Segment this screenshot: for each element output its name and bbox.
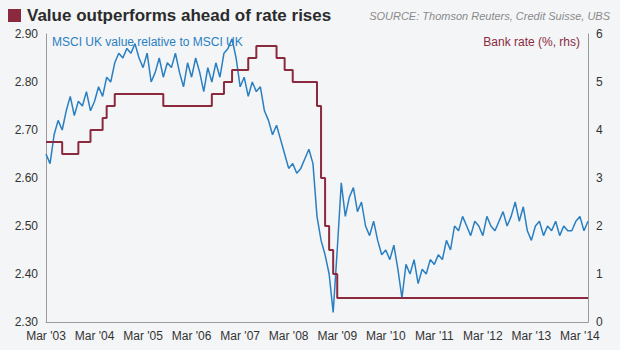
svg-text:SOURCE: Thomson Reuters, Credi: SOURCE: Thomson Reuters, Credit Suisse, …: [369, 10, 611, 22]
svg-text:Mar '05: Mar '05: [123, 329, 163, 343]
svg-text:Mar '12: Mar '12: [463, 329, 503, 343]
svg-text:Mar '14: Mar '14: [560, 329, 600, 343]
svg-text:2.50: 2.50: [15, 219, 39, 233]
svg-text:Mar '09: Mar '09: [317, 329, 357, 343]
svg-text:Value outperforms ahead of rat: Value outperforms ahead of rate rises: [27, 6, 331, 25]
svg-text:Mar '10: Mar '10: [366, 329, 406, 343]
svg-text:1: 1: [596, 267, 603, 281]
svg-text:2.40: 2.40: [15, 267, 39, 281]
svg-text:Mar '13: Mar '13: [512, 329, 552, 343]
svg-text:Mar '03: Mar '03: [26, 329, 66, 343]
svg-text:2.80: 2.80: [15, 75, 39, 89]
svg-text:Mar '04: Mar '04: [75, 329, 115, 343]
svg-text:Bank rate (%, rhs): Bank rate (%, rhs): [483, 35, 580, 49]
svg-text:0: 0: [596, 315, 603, 329]
svg-text:2: 2: [596, 219, 603, 233]
svg-text:Mar '11: Mar '11: [415, 329, 454, 343]
svg-text:2.90: 2.90: [15, 27, 39, 41]
svg-text:Mar '07: Mar '07: [220, 329, 260, 343]
svg-text:Mar '08: Mar '08: [269, 329, 309, 343]
svg-text:6: 6: [596, 27, 603, 41]
svg-text:4: 4: [596, 123, 603, 137]
svg-text:2.30: 2.30: [15, 315, 39, 329]
svg-text:3: 3: [596, 171, 603, 185]
svg-text:2.60: 2.60: [15, 171, 39, 185]
svg-text:5: 5: [596, 75, 603, 89]
svg-text:MSCI UK value relative to MSCI: MSCI UK value relative to MSCI UK: [52, 35, 243, 49]
svg-text:Mar '06: Mar '06: [172, 329, 212, 343]
svg-text:2.70: 2.70: [15, 123, 39, 137]
